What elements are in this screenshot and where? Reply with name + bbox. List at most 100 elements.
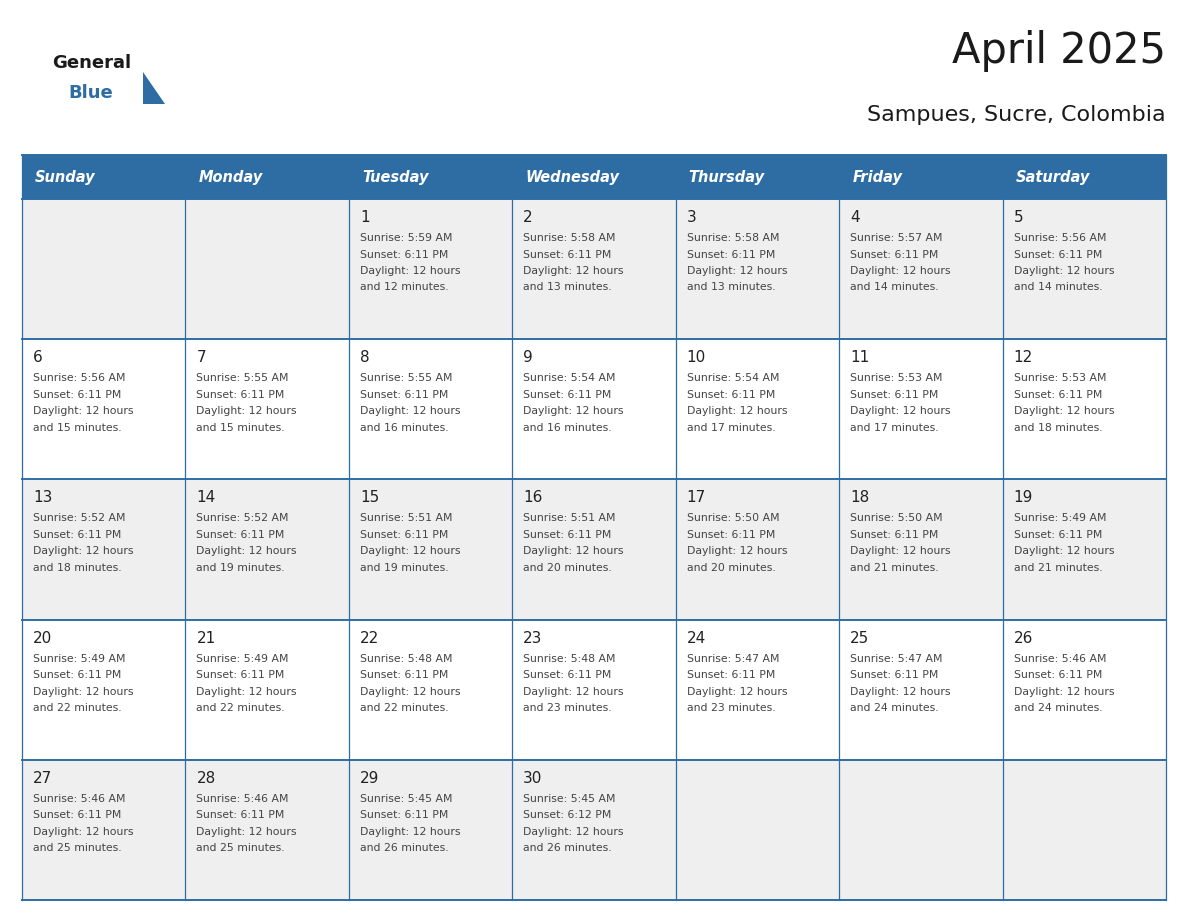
Text: Daylight: 12 hours: Daylight: 12 hours [33, 546, 133, 556]
Text: 24: 24 [687, 631, 706, 645]
Text: and 19 minutes.: and 19 minutes. [360, 563, 449, 573]
Text: Sunrise: 5:52 AM: Sunrise: 5:52 AM [196, 513, 289, 523]
Text: 21: 21 [196, 631, 216, 645]
Text: Sunrise: 5:46 AM: Sunrise: 5:46 AM [196, 794, 289, 804]
Text: Sunrise: 5:50 AM: Sunrise: 5:50 AM [851, 513, 943, 523]
Text: Daylight: 12 hours: Daylight: 12 hours [1013, 266, 1114, 276]
Text: 2: 2 [523, 210, 533, 225]
Text: 10: 10 [687, 350, 706, 365]
Text: and 25 minutes.: and 25 minutes. [196, 844, 285, 854]
Text: Sunset: 6:11 PM: Sunset: 6:11 PM [360, 390, 448, 399]
Text: 28: 28 [196, 771, 216, 786]
Text: Sunset: 6:11 PM: Sunset: 6:11 PM [687, 250, 775, 260]
Text: Monday: Monday [198, 170, 263, 185]
Text: Sunrise: 5:58 AM: Sunrise: 5:58 AM [687, 233, 779, 243]
Text: Daylight: 12 hours: Daylight: 12 hours [851, 546, 950, 556]
Text: 27: 27 [33, 771, 52, 786]
Text: 7: 7 [196, 350, 206, 365]
Text: Sunset: 6:11 PM: Sunset: 6:11 PM [33, 670, 121, 680]
Text: Sunrise: 5:51 AM: Sunrise: 5:51 AM [523, 513, 615, 523]
Text: Daylight: 12 hours: Daylight: 12 hours [523, 687, 624, 697]
Text: 11: 11 [851, 350, 870, 365]
Text: Daylight: 12 hours: Daylight: 12 hours [360, 687, 461, 697]
Text: Sunset: 6:11 PM: Sunset: 6:11 PM [360, 811, 448, 821]
Text: and 22 minutes.: and 22 minutes. [360, 703, 449, 713]
Text: Daylight: 12 hours: Daylight: 12 hours [33, 687, 133, 697]
Text: and 21 minutes.: and 21 minutes. [1013, 563, 1102, 573]
Text: Thursday: Thursday [689, 170, 765, 185]
Text: 22: 22 [360, 631, 379, 645]
Text: 30: 30 [523, 771, 543, 786]
Text: General: General [52, 54, 131, 72]
Text: Sunset: 6:11 PM: Sunset: 6:11 PM [1013, 390, 1102, 399]
Text: Sunrise: 5:58 AM: Sunrise: 5:58 AM [523, 233, 615, 243]
Text: Sunrise: 5:46 AM: Sunrise: 5:46 AM [1013, 654, 1106, 664]
Text: Sunrise: 5:55 AM: Sunrise: 5:55 AM [360, 374, 453, 383]
Text: Sunrise: 5:45 AM: Sunrise: 5:45 AM [523, 794, 615, 804]
Text: Sunrise: 5:56 AM: Sunrise: 5:56 AM [1013, 233, 1106, 243]
Text: Daylight: 12 hours: Daylight: 12 hours [851, 687, 950, 697]
Text: and 12 minutes.: and 12 minutes. [360, 283, 449, 293]
Text: Sunrise: 5:51 AM: Sunrise: 5:51 AM [360, 513, 453, 523]
Text: Sunset: 6:11 PM: Sunset: 6:11 PM [523, 390, 612, 399]
Text: Sunset: 6:11 PM: Sunset: 6:11 PM [851, 250, 939, 260]
Text: Sunset: 6:11 PM: Sunset: 6:11 PM [523, 250, 612, 260]
Text: Daylight: 12 hours: Daylight: 12 hours [1013, 546, 1114, 556]
Text: Sunrise: 5:53 AM: Sunrise: 5:53 AM [1013, 374, 1106, 383]
Text: Sunrise: 5:49 AM: Sunrise: 5:49 AM [33, 654, 126, 664]
Text: 9: 9 [523, 350, 533, 365]
Bar [23, 620, 1165, 760]
Text: Sunrise: 5:49 AM: Sunrise: 5:49 AM [196, 654, 289, 664]
Text: Sunrise: 5:53 AM: Sunrise: 5:53 AM [851, 374, 942, 383]
Text: 18: 18 [851, 490, 870, 506]
Text: Daylight: 12 hours: Daylight: 12 hours [33, 406, 133, 416]
Text: Sunset: 6:11 PM: Sunset: 6:11 PM [523, 530, 612, 540]
Text: Sunrise: 5:46 AM: Sunrise: 5:46 AM [33, 794, 126, 804]
Text: Sunrise: 5:48 AM: Sunrise: 5:48 AM [523, 654, 615, 664]
Text: and 16 minutes.: and 16 minutes. [360, 422, 449, 432]
Text: 19: 19 [1013, 490, 1032, 506]
Text: Daylight: 12 hours: Daylight: 12 hours [687, 406, 788, 416]
Text: and 18 minutes.: and 18 minutes. [33, 563, 121, 573]
Text: Sunset: 6:11 PM: Sunset: 6:11 PM [1013, 250, 1102, 260]
Text: Sunrise: 5:45 AM: Sunrise: 5:45 AM [360, 794, 453, 804]
Text: 26: 26 [1013, 631, 1032, 645]
Text: Sunrise: 5:49 AM: Sunrise: 5:49 AM [1013, 513, 1106, 523]
Text: Wednesday: Wednesday [525, 170, 619, 185]
Text: Sunset: 6:11 PM: Sunset: 6:11 PM [851, 390, 939, 399]
Text: Daylight: 12 hours: Daylight: 12 hours [523, 546, 624, 556]
Bar [23, 155, 1165, 199]
Text: and 25 minutes.: and 25 minutes. [33, 844, 121, 854]
Text: Sunset: 6:11 PM: Sunset: 6:11 PM [687, 670, 775, 680]
Bar [23, 479, 1165, 620]
Text: Sunrise: 5:59 AM: Sunrise: 5:59 AM [360, 233, 453, 243]
Text: Sunrise: 5:47 AM: Sunrise: 5:47 AM [687, 654, 779, 664]
Text: Daylight: 12 hours: Daylight: 12 hours [33, 827, 133, 837]
Text: and 14 minutes.: and 14 minutes. [851, 283, 939, 293]
Text: Tuesday: Tuesday [362, 170, 429, 185]
Text: 13: 13 [33, 490, 52, 506]
Text: Daylight: 12 hours: Daylight: 12 hours [196, 687, 297, 697]
Text: and 13 minutes.: and 13 minutes. [687, 283, 776, 293]
Text: and 22 minutes.: and 22 minutes. [196, 703, 285, 713]
Text: and 24 minutes.: and 24 minutes. [851, 703, 939, 713]
Text: Sunrise: 5:57 AM: Sunrise: 5:57 AM [851, 233, 942, 243]
Text: Sunrise: 5:55 AM: Sunrise: 5:55 AM [196, 374, 289, 383]
Text: Blue: Blue [68, 84, 113, 102]
Text: Sunset: 6:11 PM: Sunset: 6:11 PM [33, 390, 121, 399]
Text: 15: 15 [360, 490, 379, 506]
Text: Daylight: 12 hours: Daylight: 12 hours [523, 406, 624, 416]
Text: Sunset: 6:11 PM: Sunset: 6:11 PM [1013, 530, 1102, 540]
Text: Sunrise: 5:54 AM: Sunrise: 5:54 AM [687, 374, 779, 383]
Text: 3: 3 [687, 210, 696, 225]
Text: Sunset: 6:11 PM: Sunset: 6:11 PM [196, 390, 285, 399]
Text: and 16 minutes.: and 16 minutes. [523, 422, 612, 432]
Text: Sunset: 6:11 PM: Sunset: 6:11 PM [851, 670, 939, 680]
Text: and 14 minutes.: and 14 minutes. [1013, 283, 1102, 293]
Text: Daylight: 12 hours: Daylight: 12 hours [360, 406, 461, 416]
Text: Daylight: 12 hours: Daylight: 12 hours [360, 266, 461, 276]
Text: Sunset: 6:11 PM: Sunset: 6:11 PM [33, 530, 121, 540]
Text: Daylight: 12 hours: Daylight: 12 hours [851, 406, 950, 416]
Text: 8: 8 [360, 350, 369, 365]
Text: Sunset: 6:11 PM: Sunset: 6:11 PM [360, 250, 448, 260]
